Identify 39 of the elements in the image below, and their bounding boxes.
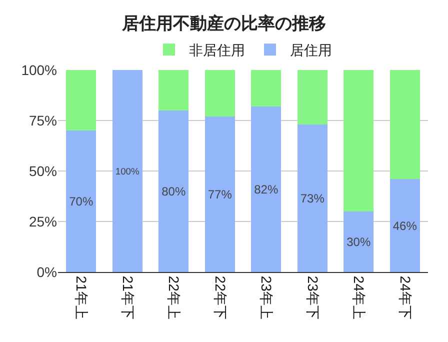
x-tick-label: 24年下 [397, 276, 414, 320]
bar [204, 116, 235, 272]
x-tick-label: 24年上 [351, 276, 368, 320]
x-tick-label: 23年上 [258, 276, 275, 320]
bar [66, 130, 96, 272]
bar [204, 70, 235, 116]
chart-title: 居住用不動産の比率の推移 [121, 14, 326, 33]
bar [158, 110, 189, 272]
data-label: 80% [162, 184, 186, 198]
y-tick-label: 100% [21, 62, 57, 78]
data-label: 77% [208, 188, 232, 202]
bar [158, 70, 189, 110]
data-label: 30% [346, 234, 371, 249]
bar [251, 70, 282, 106]
data-label: 73% [300, 192, 325, 206]
bar [390, 179, 420, 272]
bar [344, 70, 374, 212]
bar [251, 106, 282, 272]
x-tick-label: 22年下 [212, 276, 228, 320]
data-label: 100% [115, 165, 140, 176]
x-tick-label: 22年上 [166, 276, 182, 320]
data-label: 46% [392, 218, 418, 233]
y-tick-label: 50% [28, 162, 57, 179]
data-label: 70% [69, 194, 94, 209]
x-tick-label: 23年下 [304, 276, 321, 320]
y-tick-label: 25% [28, 213, 57, 230]
bar [390, 70, 420, 180]
bar [66, 70, 96, 131]
bar [297, 124, 328, 272]
bar [112, 70, 142, 272]
legend-label: 非居住用 [189, 42, 245, 58]
legend-label: 居住用 [290, 42, 332, 58]
data-label: 82% [254, 182, 278, 196]
x-tick-label: 21年上 [74, 276, 90, 320]
y-tick-label: 75% [28, 112, 57, 128]
y-tick-label: 0% [36, 264, 57, 280]
bar [344, 211, 374, 272]
x-tick-label: 21年下 [120, 276, 136, 320]
bar [297, 70, 328, 125]
